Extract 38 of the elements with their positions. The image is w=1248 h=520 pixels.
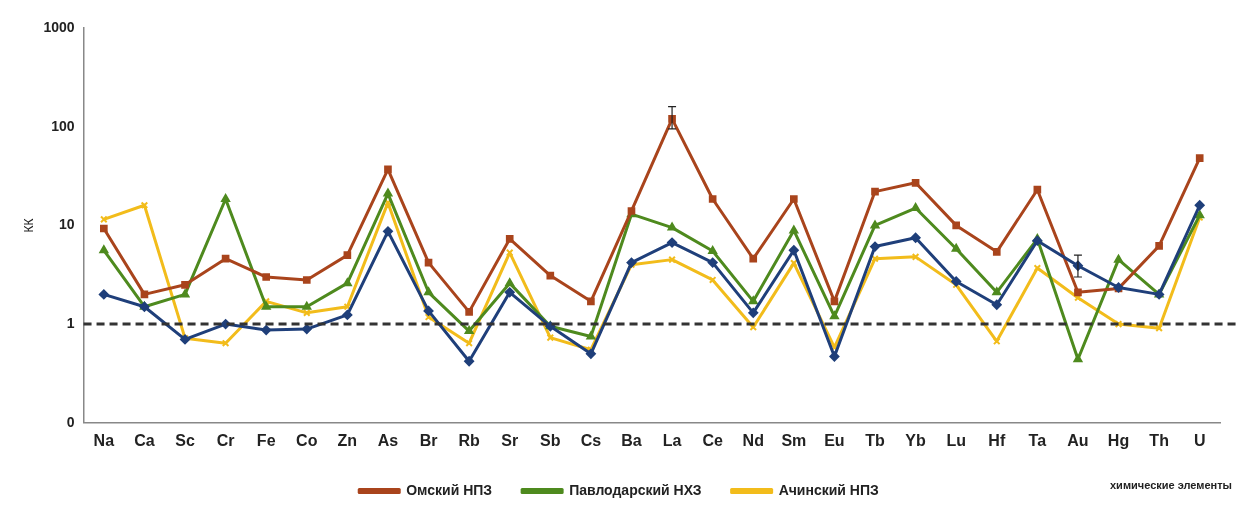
- x-tick-label: Au: [1067, 431, 1089, 449]
- y-tick-label: 0: [66, 413, 75, 430]
- x-tick-label: Hf: [988, 431, 1006, 449]
- x-tick-label: Co: [296, 431, 318, 449]
- x-tick-label: Ce: [702, 431, 723, 449]
- x-tick-label: Lu: [946, 431, 966, 449]
- x-tick-label: Eu: [824, 431, 845, 449]
- x-tick-label: Cr: [216, 431, 235, 449]
- x-tick-label: Na: [93, 431, 115, 449]
- y-axis-title: КК: [21, 218, 36, 233]
- x-tick-label: Ca: [134, 431, 155, 449]
- x-tick-label: Sb: [540, 431, 561, 449]
- y-tick-label: 100: [51, 117, 75, 134]
- x-tick-label: Nd: [742, 431, 764, 449]
- x-tick-label: Fe: [256, 431, 276, 449]
- legend-label: Павлодарский НХЗ: [569, 481, 702, 498]
- x-tick-label: Ta: [1028, 431, 1047, 449]
- y-tick-label: 10: [58, 216, 75, 233]
- x-tick-label: Br: [419, 431, 438, 449]
- x-axis-title: химические элементы: [1110, 479, 1232, 492]
- y-tick-label: 1: [66, 314, 75, 331]
- x-tick-label: Zn: [337, 431, 358, 449]
- x-tick-label: U: [1193, 431, 1206, 449]
- x-tick-label: Tb: [865, 431, 885, 449]
- x-tick-label: As: [377, 431, 399, 449]
- x-tick-label: Hg: [1107, 431, 1130, 449]
- x-tick-label: Sc: [175, 431, 195, 449]
- x-tick-label: Sm: [781, 431, 807, 449]
- legend-label: Ачинский НПЗ: [778, 481, 879, 498]
- y-tick-label: 1000: [43, 18, 75, 35]
- legend-label: Омский НПЗ: [406, 481, 493, 498]
- x-tick-label: Yb: [905, 431, 927, 449]
- x-tick-label: Ba: [621, 431, 642, 449]
- x-tick-label: Rb: [458, 431, 481, 449]
- x-tick-label: Cs: [580, 431, 602, 449]
- x-tick-label: Th: [1149, 431, 1169, 449]
- x-tick-label: Sr: [501, 431, 519, 449]
- x-tick-label: La: [662, 431, 682, 449]
